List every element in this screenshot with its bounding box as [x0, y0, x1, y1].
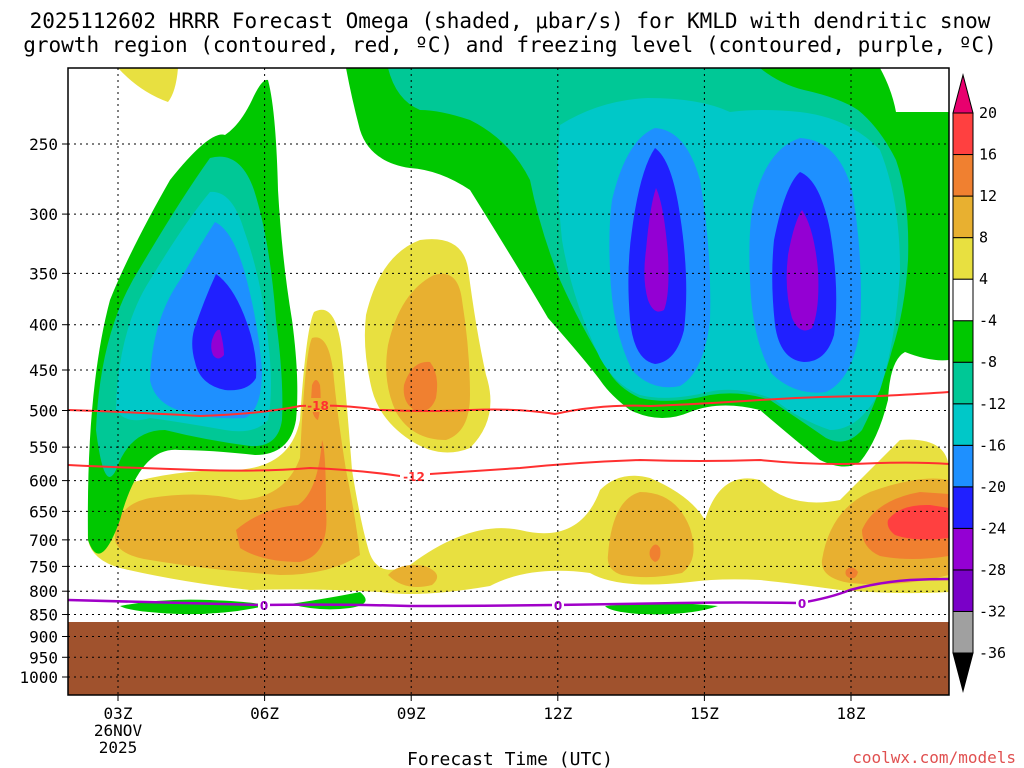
- omega-fill-pos12-spot18z: [845, 567, 858, 579]
- colorbar-label--36: -36: [979, 644, 1006, 662]
- x-tick-label-12Z: 12Z: [543, 704, 572, 723]
- omega-fill-neg24-14z: [644, 188, 669, 312]
- colorbar-segment-12: [952, 112, 974, 156]
- y-tick-label-900: 900: [29, 627, 58, 646]
- x-tick-label-06Z: 06Z: [250, 704, 279, 723]
- x-axis-label: Forecast Time (UTC): [407, 749, 613, 768]
- colorbar-label--32: -32: [979, 602, 1006, 620]
- freezing-label-bg-3: [796, 596, 808, 610]
- colorbar-segment-4: [952, 444, 974, 488]
- colorbar-segment-6: [952, 361, 974, 405]
- y-tick-label-550: 550: [29, 438, 58, 457]
- colorbar-segment-11: [952, 154, 974, 197]
- x-tick-label-18Z: 18Z: [837, 704, 866, 723]
- contour-label-bg-minus18: [306, 398, 330, 412]
- y-tick-label-250: 250: [29, 135, 58, 154]
- colorbar-arrow-low: [952, 652, 974, 693]
- ground-fill: [68, 622, 949, 695]
- contour-label-minus18: -18: [307, 399, 329, 413]
- y-tick-label-700: 700: [29, 531, 58, 550]
- freezing-label-1: 0: [260, 599, 268, 613]
- freezing-label-2: 0: [554, 599, 562, 613]
- chart-title-line1: 2025112602 HRRR Forecast Omega (shaded, …: [30, 9, 991, 33]
- colorbar-segment-1: [952, 569, 974, 612]
- omega-fill-pos8-15z: [607, 492, 694, 578]
- omega-fill-neg24-left: [211, 329, 224, 359]
- dendritic-contour-minus12: [68, 458, 949, 478]
- freezing-label-3: 0: [798, 597, 806, 611]
- freezing-label-bg-2: [552, 598, 564, 612]
- colorbar-label--8: -8: [979, 353, 997, 371]
- colorbar-label-16: 16: [979, 146, 997, 164]
- grid-lines: [68, 68, 949, 695]
- plot-area: -18 -12 0 0 0: [68, 68, 949, 695]
- x-tick-label-15Z: 15Z: [690, 704, 719, 723]
- colorbar-label-12: 12: [979, 187, 997, 205]
- colorbar-label--4: -4: [979, 312, 997, 330]
- x-tick-label-03Z: 03Z: [104, 704, 133, 723]
- y-tick-label-850: 850: [29, 606, 58, 625]
- omega-fill-pos16-18z: [887, 504, 949, 540]
- chart-title-line2: growth region (contoured, red, ºC) and f…: [23, 33, 997, 57]
- plot-frame: [67, 67, 950, 696]
- colorbar-segment-2: [952, 527, 974, 571]
- omega-fill-neg20-left: [192, 274, 257, 391]
- colorbar-segment-9: [952, 237, 974, 280]
- omega-fill-pos12-mid: [403, 361, 438, 412]
- x-tick-label-09Z: 09Z: [397, 704, 426, 723]
- y-tick-label-1000: 1000: [19, 668, 58, 687]
- colorbar-segment-3: [952, 486, 974, 529]
- y-tick-label-450: 450: [29, 361, 58, 380]
- omega-fill-pos12-low: [236, 440, 327, 562]
- colorbar-label--28: -28: [979, 561, 1006, 579]
- x-axis-ticks: 03Z 06Z 09Z 12Z 15Z 18Z: [104, 695, 866, 723]
- omega-fill-neg24-17z: [786, 210, 819, 331]
- colorbar-label-8: 8: [979, 229, 988, 247]
- dendritic-contour-minus18: [68, 391, 949, 418]
- colorbar-segment-10: [952, 195, 974, 239]
- y-tick-label-600: 600: [29, 472, 58, 491]
- colorbar-label--20: -20: [979, 478, 1006, 496]
- colorbar-arrow-high: [952, 73, 974, 114]
- y-tick-label-500: 500: [29, 402, 58, 421]
- omega-fill-pos4-top: [118, 68, 178, 102]
- y-axis-ticks: 250 300 350 400 450 500 550 600 650 700 750 800 850 9…: [19, 135, 68, 687]
- colorbar: -36 -32 -28 -24 -20 -16 -12 -8 -4 4 8 12 16 20: [952, 73, 1006, 693]
- credit-text: coolwx.com/models: [852, 748, 1016, 767]
- y-tick-label-300: 300: [29, 205, 58, 224]
- y-tick-label-950: 950: [29, 648, 58, 667]
- date-label-day: 26NOV: [94, 721, 143, 740]
- colorbar-segment-8: [952, 278, 974, 322]
- date-label-year: 2025: [99, 738, 138, 757]
- y-tick-label-400: 400: [29, 316, 58, 335]
- y-tick-label-750: 750: [29, 557, 58, 576]
- colorbar-label-4: 4: [979, 270, 988, 288]
- contour-label-bg-minus12: [400, 469, 430, 483]
- y-tick-label-650: 650: [29, 502, 58, 521]
- colorbar-label-20: 20: [979, 104, 997, 122]
- y-tick-label-800: 800: [29, 582, 58, 601]
- omega-fill-neg4-low3: [605, 603, 718, 615]
- omega-fill-pos8-spot: [388, 565, 438, 588]
- omega-fill-pos12-spot15z: [649, 544, 661, 562]
- colorbar-label--12: -12: [979, 395, 1006, 413]
- y-tick-label-350: 350: [29, 264, 58, 283]
- colorbar-segment-7: [952, 320, 974, 363]
- contour-label-minus12: -12: [403, 470, 425, 484]
- freezing-label-bg-1: [258, 598, 270, 612]
- colorbar-segment-5: [952, 403, 974, 446]
- colorbar-label--24: -24: [979, 519, 1006, 537]
- colorbar-label--16: -16: [979, 436, 1006, 454]
- colorbar-segment-0: [952, 610, 974, 654]
